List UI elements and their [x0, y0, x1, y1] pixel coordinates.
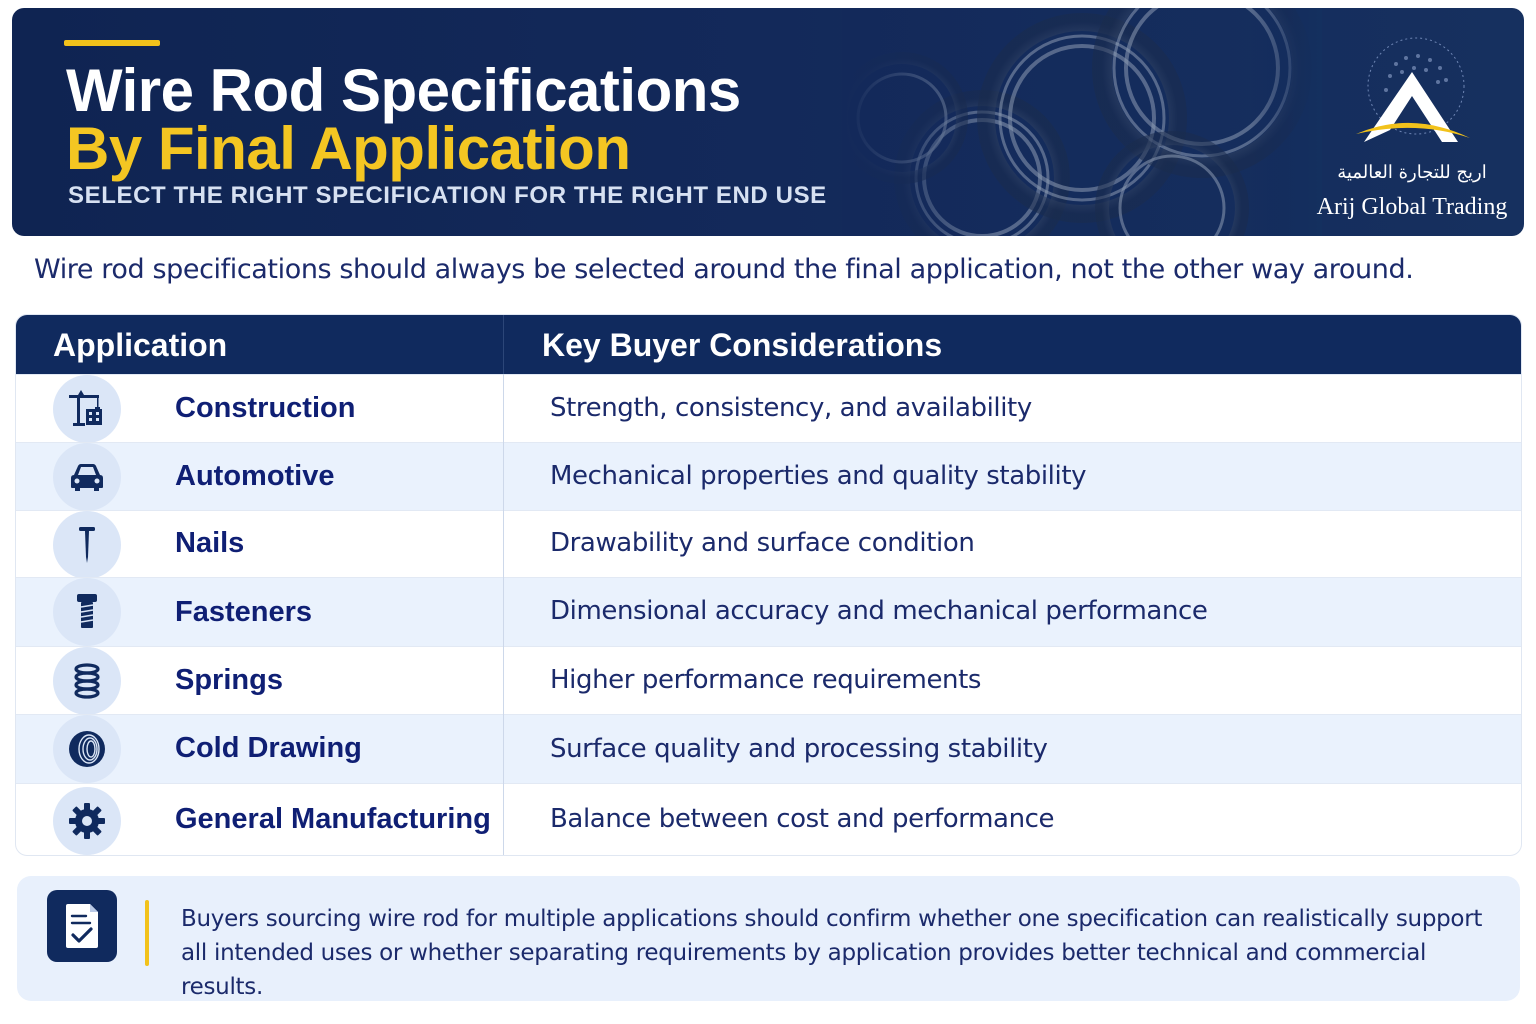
column-header-considerations: Key Buyer Considerations: [542, 327, 943, 363]
header-column-divider: [503, 315, 504, 374]
page-title-line2: By Final Application: [66, 115, 631, 182]
consideration-text: Surface quality and processing stability: [550, 734, 1048, 764]
springs-icon-badge: [53, 647, 121, 715]
header-banner: Wire Rod Specifications By Final Applica…: [12, 8, 1524, 236]
table-row: Construction Strength, consistency, and …: [16, 374, 1521, 443]
logo-arabic-name: اريج للتجارة العالمية: [1337, 162, 1487, 183]
page-subtitle: SELECT THE RIGHT SPECIFICATION FOR THE R…: [68, 182, 827, 209]
cold-drawing-icon-badge: [53, 715, 121, 783]
consideration-text: Drawability and surface condition: [550, 528, 975, 558]
nail-icon: [79, 527, 95, 563]
column-header-application: Application: [53, 327, 228, 363]
automotive-icon-badge: [53, 443, 121, 511]
intro-text: Wire rod specifications should always be…: [34, 254, 1414, 285]
arij-logo-icon: [1356, 37, 1470, 142]
application-name: Nails: [175, 527, 245, 559]
buyer-note: Buyers sourcing wire rod for multiple ap…: [17, 876, 1520, 1001]
gear-icon: [69, 803, 105, 839]
table-row: Automotive Mechanical properties and qua…: [16, 442, 1521, 511]
consideration-text: Dimensional accuracy and mechanical perf…: [550, 596, 1208, 626]
wire-coil-icon: [69, 731, 105, 767]
note-accent-bar: [145, 900, 149, 966]
consideration-text: Higher performance requirements: [550, 665, 982, 695]
construction-icon-badge: [53, 375, 121, 443]
application-name: Construction: [175, 392, 356, 424]
application-name: Cold Drawing: [175, 732, 362, 764]
column-divider: [503, 315, 504, 855]
application-name: Fasteners: [175, 596, 313, 628]
table-row: Cold Drawing Surface quality and process…: [16, 714, 1521, 783]
note-text: Buyers sourcing wire rod for multiple ap…: [181, 906, 1483, 1000]
spring-icon: [74, 663, 100, 699]
company-logo: اريج للتجارة العالمية Arij Global Tradin…: [1312, 30, 1512, 230]
bolt-icon: [77, 594, 97, 628]
table-row: Fasteners Dimensional accuracy and mecha…: [16, 577, 1521, 646]
application-name: General Manufacturing: [175, 803, 491, 835]
general-manufacturing-icon-badge: [53, 787, 121, 855]
crane-building-icon: [69, 390, 102, 426]
consideration-text: Mechanical properties and quality stabil…: [550, 461, 1087, 491]
table-row: Springs Higher performance requirements: [16, 646, 1521, 715]
application-name: Springs: [175, 664, 283, 696]
checklist-document-icon: [66, 904, 98, 948]
wire-coils-image: [842, 8, 1322, 236]
page-title-line1: Wire Rod Specifications: [66, 57, 741, 124]
title-accent-bar: [64, 40, 160, 46]
fasteners-icon-badge: [53, 578, 121, 646]
car-icon: [71, 464, 103, 491]
table-row: Nails Drawability and surface condition: [16, 510, 1521, 579]
applications-table: Application Key Buyer Considerations: [15, 314, 1522, 856]
application-name: Automotive: [175, 460, 335, 492]
logo-english-name: Arij Global Trading: [1316, 194, 1508, 220]
note-icon-badge: [47, 890, 117, 962]
consideration-text: Strength, consistency, and availability: [550, 393, 1032, 423]
table-row: General Manufacturing Balance between co…: [16, 783, 1521, 855]
consideration-text: Balance between cost and performance: [550, 804, 1055, 834]
table-header: Application Key Buyer Considerations: [16, 315, 1521, 374]
nails-icon-badge: [53, 511, 121, 579]
